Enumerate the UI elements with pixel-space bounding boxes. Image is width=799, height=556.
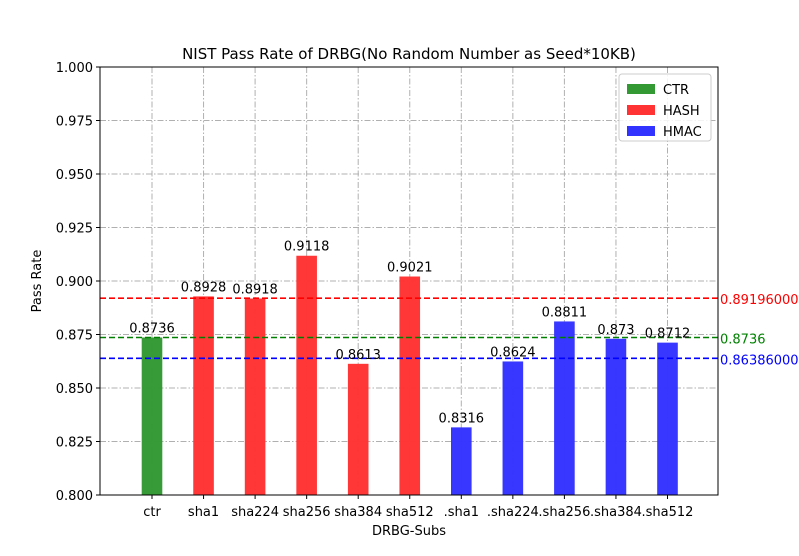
legend-swatch-hash [627, 105, 655, 115]
y-tick-label: 1.000 [56, 61, 93, 76]
x-tick-label: sha1 [188, 505, 219, 520]
y-tick-label: 0.975 [56, 115, 93, 130]
bar-ctr [141, 337, 163, 495]
y-tick-label: 0.925 [56, 222, 93, 237]
bar-hash [296, 255, 317, 495]
y-axis-label: Pass Rate [30, 250, 45, 313]
bar-value-label: 0.8316 [439, 411, 485, 426]
bar-value-label: 0.8928 [181, 280, 227, 295]
x-tick-label: sha512 [386, 505, 434, 520]
legend-swatch-hmac [627, 126, 655, 136]
bar-hash [244, 298, 266, 495]
x-tick-label: .sha1 [444, 505, 479, 520]
bar-hash [399, 276, 421, 495]
x-tick-label: sha384 [334, 505, 382, 520]
legend-swatch-ctr [627, 84, 655, 94]
x-tick-label: .sha384 [590, 505, 642, 520]
bar-value-label: 0.9021 [387, 261, 433, 276]
y-tick-label: 0.850 [56, 382, 93, 397]
x-tick-label: .sha256 [538, 505, 590, 520]
axes: 0.800 0.825 0.850 0.875 0.900 0.925 0.950 0.975… [56, 61, 694, 520]
x-tick-label: ctr [143, 505, 161, 520]
bar-value-label: 0.8712 [645, 327, 691, 342]
y-tick-label: 0.900 [56, 275, 93, 290]
bars [141, 255, 678, 495]
bar-value-label: 0.8613 [335, 348, 381, 363]
y-tick-label: 0.950 [56, 168, 93, 183]
x-tick-label: .sha512 [642, 505, 694, 520]
bar-hash [193, 296, 214, 495]
x-tick-label: sha224 [231, 505, 279, 520]
bar-value-label: 0.8811 [542, 305, 588, 320]
legend-label-hmac: HMAC [663, 125, 702, 140]
reference-label-hmac: 0.8638600000000001 [720, 353, 799, 368]
value-labels: 0.8736 0.8928 0.8918 0.9118 0.8613 0.9021 0.83… [129, 240, 690, 427]
x-tick-label: sha256 [283, 505, 331, 520]
reference-label-hash: 0.8919600000000001 [720, 293, 799, 308]
bar-value-label: 0.8736 [129, 321, 175, 336]
bar-hmac [502, 361, 524, 495]
bar-value-label: 0.8624 [490, 345, 536, 360]
y-tick-label: 0.875 [56, 329, 93, 344]
y-tick-label: 0.825 [56, 436, 93, 451]
bar-value-label: 0.8918 [232, 283, 278, 298]
bar-hash [347, 363, 369, 495]
chart-title: NIST Pass Rate of DRBG(No Random Number … [182, 45, 636, 63]
bar-hmac [605, 338, 627, 495]
reference-lines: 0.8919600000000001 0.8736 0.86386000000000… [100, 293, 799, 368]
y-tick-label: 0.800 [56, 489, 93, 504]
reference-label-ctr: 0.8736 [720, 332, 766, 347]
legend-label-ctr: CTR [663, 83, 689, 98]
bar-value-label: 0.9118 [284, 240, 330, 255]
bar-hmac [451, 427, 472, 495]
legend-label-hash: HASH [663, 104, 700, 119]
bar-value-label: 0.873 [597, 323, 634, 338]
legend: CTR HASH HMAC [618, 73, 712, 142]
x-tick-label: .sha224 [487, 505, 539, 520]
x-axis-label: DRBG-Subs [372, 524, 446, 539]
bar-hmac [657, 342, 678, 495]
bar-hmac [554, 321, 575, 495]
